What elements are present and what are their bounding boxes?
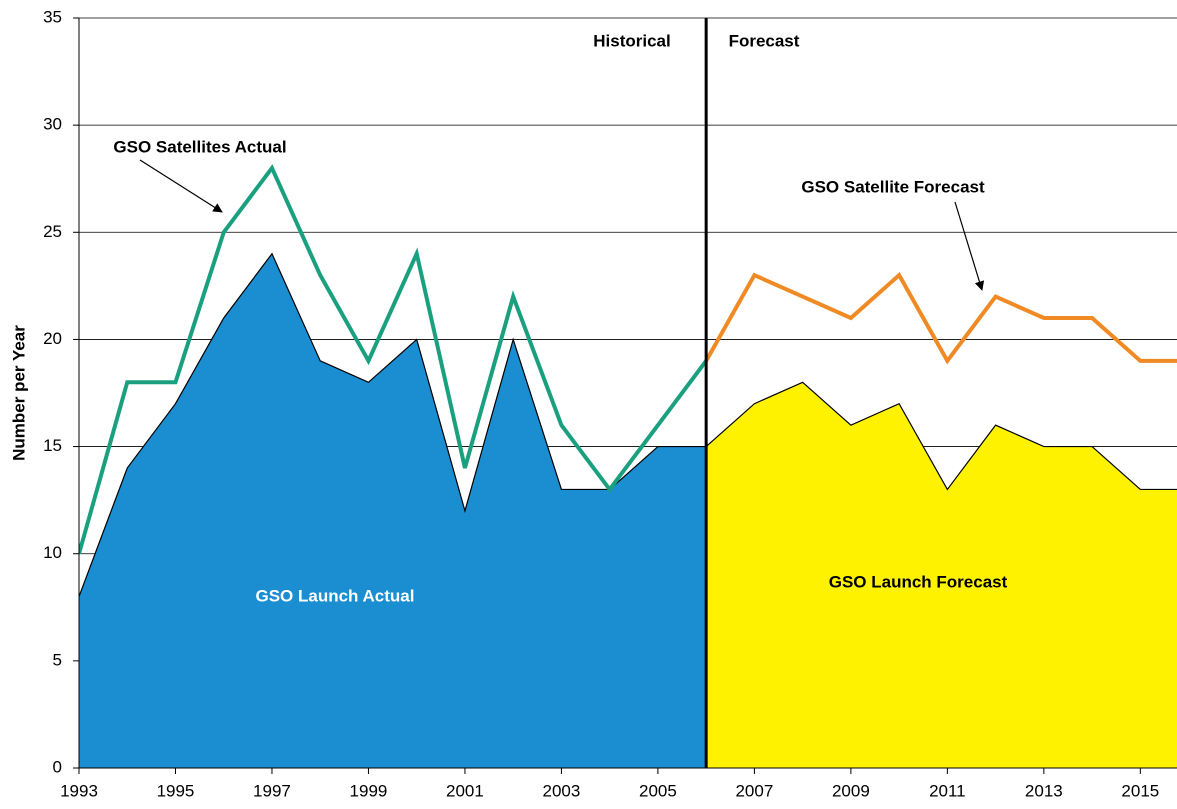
annotation: Forecast	[729, 31, 800, 50]
arrow	[954, 201, 985, 291]
y-tick-label: 0	[53, 757, 62, 776]
y-tick-label: 15	[43, 436, 62, 455]
x-tick-label: 1995	[157, 781, 195, 800]
line	[704, 272, 1177, 365]
arrow	[139, 159, 223, 213]
x-tick-label: 2005	[639, 781, 677, 800]
y-tick-label: 20	[43, 329, 62, 348]
series-label: GSO Satellite Forecast	[801, 177, 985, 196]
x-tick-label: 2011	[929, 781, 966, 800]
overlay-layer	[73, 17, 1177, 774]
annotation: Historical	[593, 31, 670, 50]
x-tick-label: 2007	[735, 781, 773, 800]
series-label: GSO Launch Forecast	[829, 572, 1008, 591]
x-tick-label: 1993	[60, 781, 98, 800]
x-tick-label: 2003	[543, 781, 581, 800]
y-tick-label: 10	[43, 543, 62, 562]
x-tick-label: 2001	[446, 781, 484, 800]
x-tick-label: 2013	[1025, 781, 1063, 800]
area-edge	[79, 252, 707, 597]
y-axis-title: Number per Year	[9, 325, 28, 461]
area	[79, 253, 707, 768]
y-tick-label: 30	[43, 115, 62, 134]
area-edge	[705, 381, 1177, 491]
series-label: GSO Satellites Actual	[113, 137, 286, 156]
x-tick-label: 1997	[253, 781, 291, 800]
x-tick-label: 2009	[832, 781, 870, 800]
y-tick-label: 35	[43, 7, 62, 26]
x-tick-label: 1999	[350, 781, 388, 800]
series-label: GSO Launch Actual	[255, 586, 414, 605]
y-tick-label: 5	[53, 650, 62, 669]
plot-area	[79, 164, 1177, 768]
area	[706, 382, 1177, 768]
line	[79, 164, 708, 555]
x-tick-label: 2015	[1121, 781, 1159, 800]
y-tick-label: 25	[43, 222, 62, 241]
